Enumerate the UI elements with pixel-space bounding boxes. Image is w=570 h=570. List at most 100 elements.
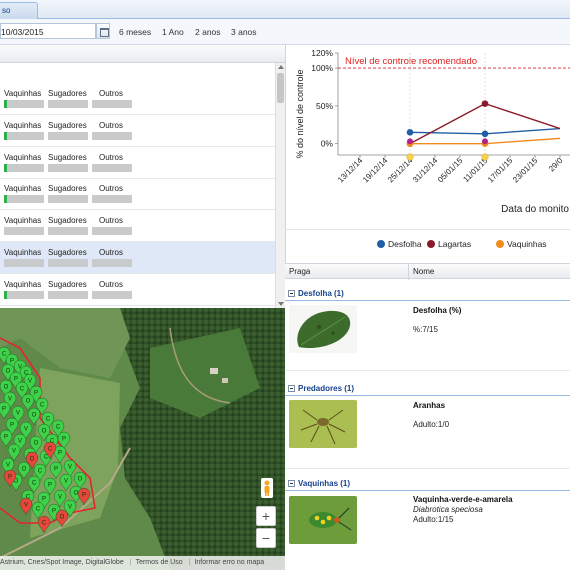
marker-letter: O <box>26 399 31 405</box>
map-marker-green[interactable]: O <box>73 471 87 490</box>
map-marker-green[interactable]: V <box>19 421 33 440</box>
list-item[interactable]: Vaquinhas Sugadores Outros <box>0 274 275 306</box>
list-item[interactable]: Vaquinhas Sugadores Outros <box>0 178 275 211</box>
calendar-icon[interactable] <box>96 23 110 39</box>
level-bar <box>4 163 44 172</box>
period-3-years[interactable]: 3 anos <box>231 27 257 37</box>
collapse-icon[interactable] <box>288 290 295 297</box>
group-vaquinhas[interactable]: Vaquinhas (1) <box>285 477 570 491</box>
collapse-icon[interactable] <box>288 385 295 392</box>
map-marker-green[interactable]: C <box>15 381 29 400</box>
data-point-extra <box>407 138 413 145</box>
collapse-icon[interactable] <box>288 480 295 487</box>
map-marker-red[interactable]: C <box>43 441 57 460</box>
map-marker-green[interactable]: P <box>0 429 13 448</box>
column-nome[interactable]: Nome <box>413 267 435 276</box>
marker-letter: O <box>74 491 79 497</box>
column-label: Vaquinhas <box>4 120 42 130</box>
scroll-up-icon[interactable] <box>278 65 284 69</box>
scroll-down-icon[interactable] <box>278 302 284 306</box>
period-1-year[interactable]: 1 Ano <box>162 27 184 37</box>
legend-item-lagartas[interactable]: Lagartas <box>427 239 471 249</box>
map-marker-green[interactable]: O <box>29 435 43 454</box>
marker-letter: C <box>32 481 37 487</box>
map-marker-green[interactable]: C <box>41 411 55 430</box>
list-item[interactable]: Vaquinhas Sugadores Outros <box>0 147 275 179</box>
map-marker-green[interactable]: P <box>5 417 19 436</box>
map-marker-red[interactable]: P <box>77 487 91 506</box>
map-marker-red[interactable]: C <box>37 515 51 534</box>
map-markers: CPVOCPVOCPVOCPVOCPVOCPVOCPVOCPVOCPVOCPVO… <box>0 346 91 534</box>
map-marker-green[interactable]: C <box>51 419 65 438</box>
zoom-in-button[interactable]: + <box>256 506 276 526</box>
marker-letter: V <box>18 439 22 445</box>
map-marker-green[interactable]: O <box>27 407 41 426</box>
map-marker-green[interactable]: V <box>11 405 25 424</box>
map-marker-red[interactable]: O <box>55 509 69 528</box>
level-bar <box>48 163 88 172</box>
marker-letter: O <box>34 441 39 447</box>
legend-item-desfolha[interactable]: Desfolha <box>377 239 422 249</box>
period-6-months[interactable]: 6 meses <box>119 27 152 37</box>
map-marker-green[interactable]: C <box>33 463 47 482</box>
column-label: Outros <box>99 89 124 98</box>
level-bar <box>4 100 44 108</box>
zoom-out-button[interactable]: − <box>256 528 276 548</box>
map-marker-red[interactable]: V <box>19 497 33 516</box>
street-view-pegman-icon[interactable] <box>261 478 273 498</box>
list-item[interactable]: Vaquinhas Sugadores Outros <box>0 242 275 274</box>
marker-letter: C <box>56 425 61 431</box>
map-marker-green[interactable]: C <box>31 501 45 520</box>
map-marker-green[interactable]: P <box>43 477 57 496</box>
map-marker-red[interactable]: P <box>3 469 17 488</box>
column-praga[interactable]: Praga <box>289 267 311 276</box>
map-marker-green[interactable]: O <box>17 461 31 480</box>
list-item[interactable]: Vaquinhas Sugadores Outros <box>0 83 275 115</box>
tab-active[interactable]: so <box>0 2 38 19</box>
date-input[interactable] <box>0 23 96 39</box>
map-marker-green[interactable]: C <box>27 475 41 494</box>
level-bar <box>4 195 44 204</box>
map-marker-green[interactable]: V <box>59 473 73 492</box>
map-marker-green[interactable]: O <box>21 393 35 412</box>
legend-item-vaquinhas[interactable]: Vaquinhas <box>496 239 547 249</box>
map-terms-link[interactable]: Termos de Uso <box>135 559 183 566</box>
map-marker-green[interactable]: P <box>0 401 11 420</box>
group-predadores[interactable]: Predadores (1) <box>285 382 570 396</box>
marker-letter: C <box>48 447 53 453</box>
map-marker-red[interactable]: O <box>25 451 39 470</box>
map-marker-green[interactable]: P <box>57 431 71 450</box>
level-bar <box>92 227 132 236</box>
legend-label: Lagartas <box>438 239 472 249</box>
marker-letter: C <box>40 403 45 409</box>
map-marker-green[interactable]: V <box>53 489 67 508</box>
marker-letter: C <box>2 352 7 358</box>
period-2-years[interactable]: 2 anos <box>195 27 221 37</box>
level-bar-fill <box>4 131 7 140</box>
map-marker-green[interactable]: P <box>53 445 67 464</box>
marker-letter: O <box>42 429 47 435</box>
map-marker-green[interactable]: O <box>0 379 13 398</box>
threshold-label: Nível de controle recomendado <box>345 56 477 67</box>
map-marker-green[interactable]: C <box>35 397 49 416</box>
map-marker-green[interactable]: V <box>63 499 77 518</box>
list-scrollbar[interactable] <box>275 63 285 308</box>
map-marker-green[interactable]: O <box>37 423 51 442</box>
map-marker-green[interactable]: V <box>63 459 77 478</box>
satellite-map[interactable]: CPVOCPVOCPVOCPVOCPVOCPVOCPVOCPVOCPVOCPVO… <box>0 308 285 570</box>
legend-dot-icon <box>496 240 504 248</box>
marker-letter: V <box>64 479 68 485</box>
y-tick-label: 50% <box>316 101 333 111</box>
group-label: Vaquinhas (1) <box>298 479 351 488</box>
map-marker-green[interactable]: V <box>7 443 21 462</box>
map-report-link[interactable]: Informar erro no mapa <box>194 559 265 566</box>
map-marker-green[interactable]: V <box>1 457 15 476</box>
group-desfolha[interactable]: Desfolha (1) <box>285 287 570 301</box>
level-bar <box>4 131 44 140</box>
column-label: Vaquinhas <box>4 184 42 194</box>
map-marker-green[interactable]: P <box>49 461 63 480</box>
list-item[interactable]: Vaquinhas Sugadores Outros <box>0 210 275 243</box>
list-item[interactable]: Vaquinhas Sugadores Outros <box>0 115 275 147</box>
x-tick-label: 05/01/15 <box>436 156 465 185</box>
scroll-thumb[interactable] <box>277 73 284 103</box>
